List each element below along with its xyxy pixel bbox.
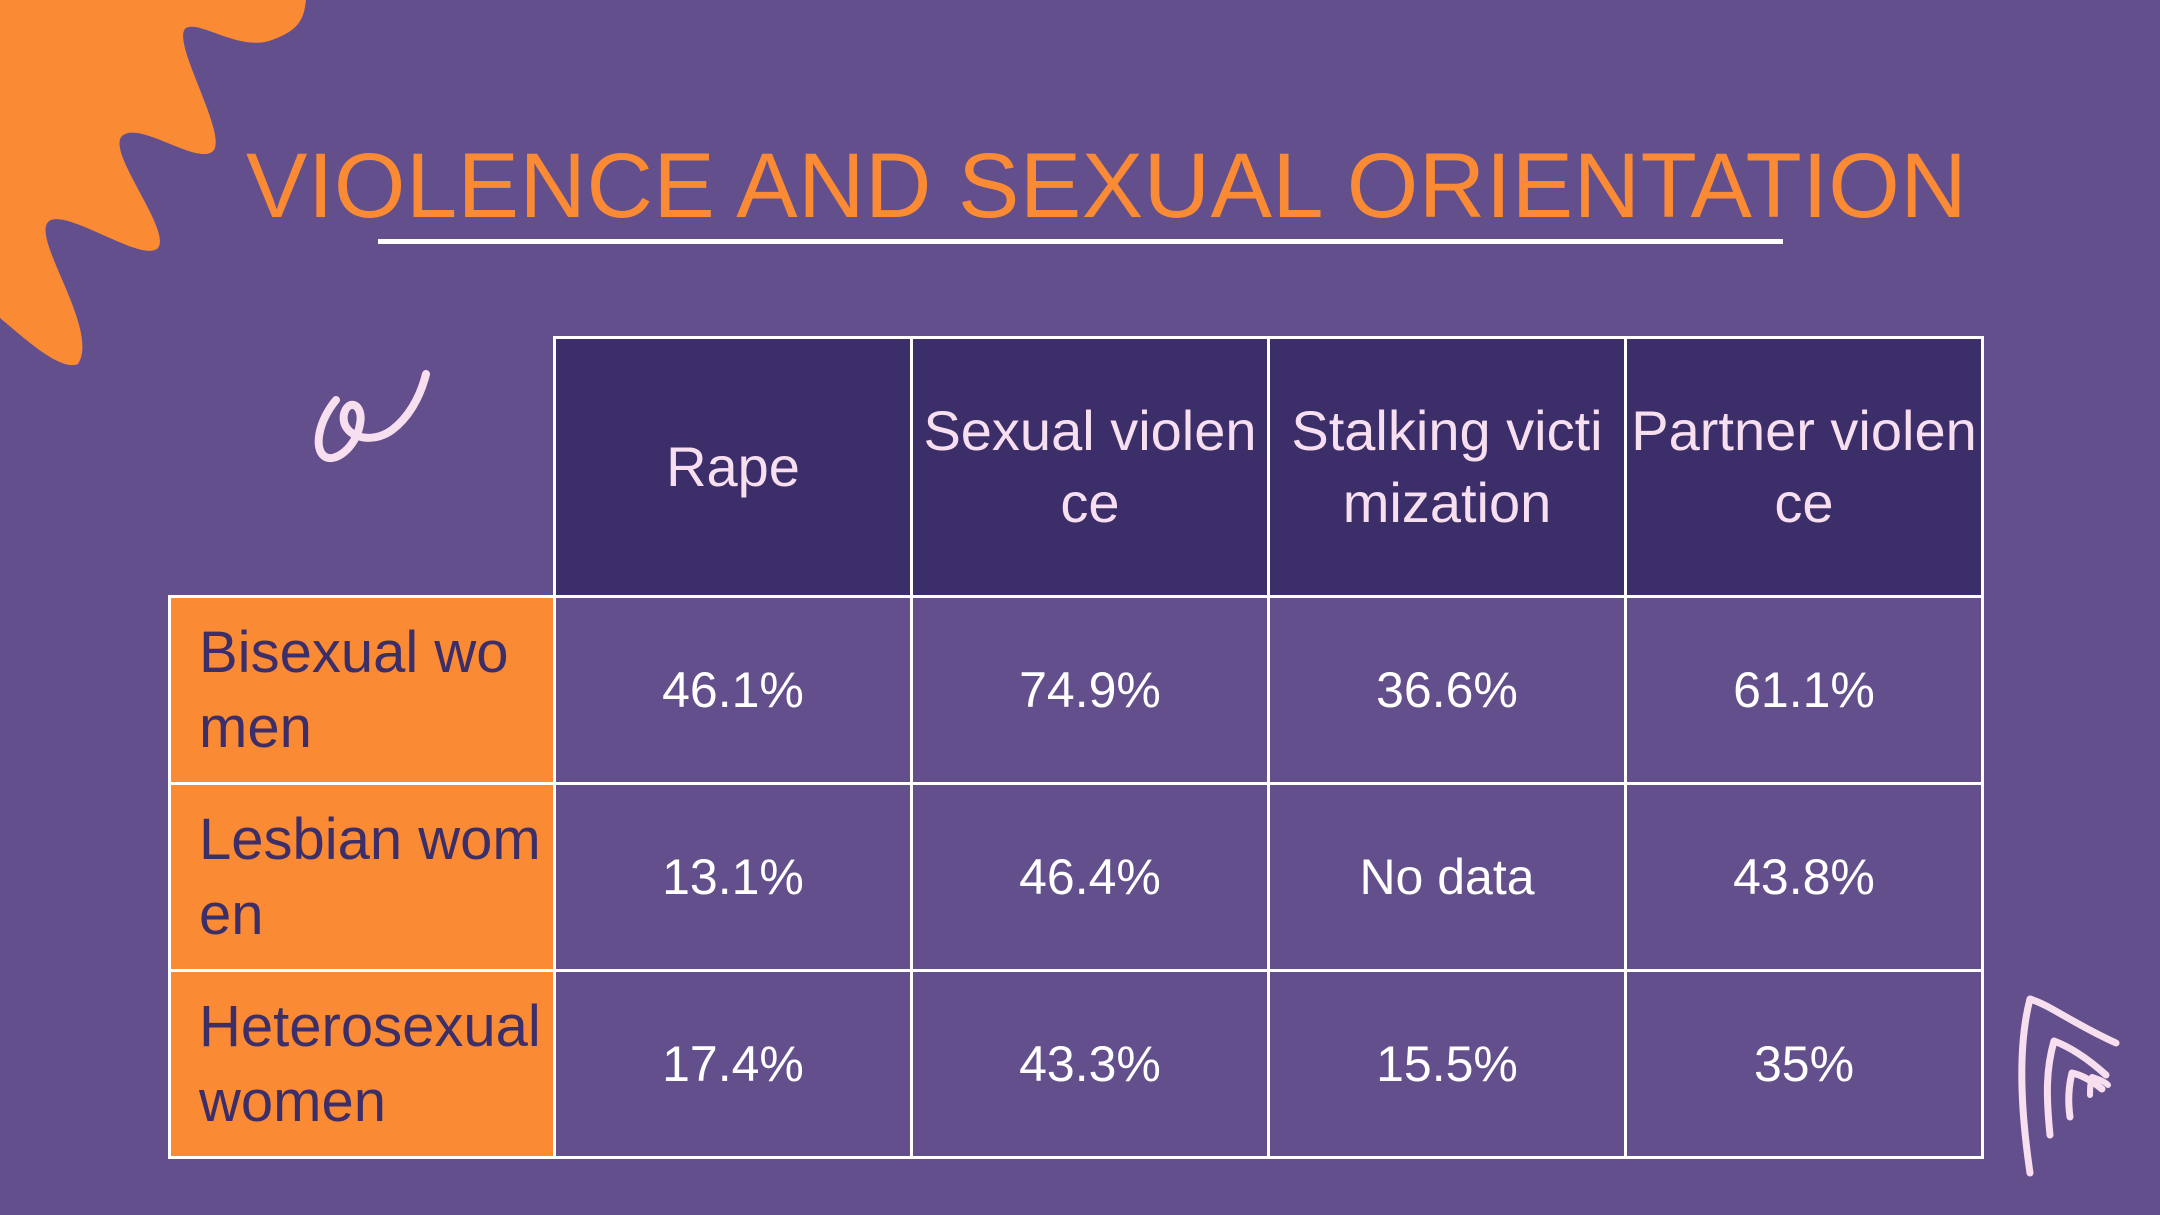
column-header-stalking-victimization: Stalking victimization xyxy=(1267,336,1627,598)
column-header-rape: Rape xyxy=(553,336,913,598)
table-cell: No data xyxy=(1267,782,1627,972)
table-cell: 35% xyxy=(1624,969,1984,1159)
row-header-lesbian-women: Lesbian women xyxy=(168,782,556,972)
table-cell: 43.3% xyxy=(910,969,1270,1159)
table-cell: 46.1% xyxy=(553,595,913,785)
table-row: Bisexual women 46.1% 74.9% 36.6% 61.1% xyxy=(168,595,1984,785)
column-header-partner-violence: Partner violence xyxy=(1624,336,1984,598)
table-cell: 74.9% xyxy=(910,595,1270,785)
table-corner xyxy=(169,337,556,598)
slide-title: VIOLENCE AND SEXUAL ORIENTATION xyxy=(246,135,1968,237)
table-cell: 36.6% xyxy=(1267,595,1627,785)
table-row: Lesbian women 13.1% 46.4% No data 43.8% xyxy=(168,782,1984,972)
orange-sun-burst xyxy=(0,0,306,366)
row-header-bisexual-women: Bisexual women xyxy=(168,595,556,785)
table-cell: 15.5% xyxy=(1267,969,1627,1159)
header-row: Rape Sexual violence Stalking victimizat… xyxy=(169,336,1984,598)
violence-table: Rape Sexual violence Stalking victimizat… xyxy=(168,336,1984,1159)
title-underline xyxy=(378,239,1783,244)
row-header-heterosexual-women: Heterosexual women xyxy=(168,969,556,1159)
table-cell: 17.4% xyxy=(553,969,913,1159)
table-cell: 13.1% xyxy=(553,782,913,972)
pink-lines-doodle xyxy=(2018,995,2120,1177)
table-cell: 43.8% xyxy=(1624,782,1984,972)
table-row: Heterosexual women 17.4% 43.3% 15.5% 35% xyxy=(168,969,1984,1159)
column-header-sexual-violence: Sexual violence xyxy=(910,336,1270,598)
table-cell: 46.4% xyxy=(910,782,1270,972)
table-cell: 61.1% xyxy=(1624,595,1984,785)
